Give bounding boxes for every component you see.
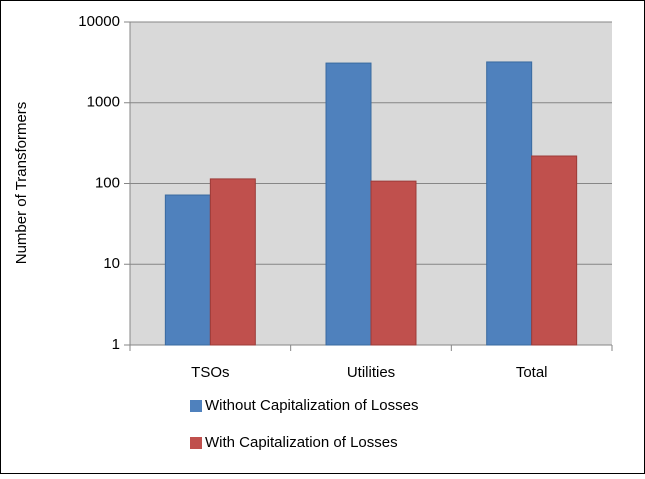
legend-swatch xyxy=(190,400,202,412)
legend-label: Without Capitalization of Losses xyxy=(205,397,418,414)
legend-swatch xyxy=(190,437,202,449)
bar xyxy=(325,62,372,346)
bar xyxy=(164,194,211,346)
y-tick-label: 1000 xyxy=(87,94,120,111)
y-tick-label: 1 xyxy=(112,336,120,353)
y-tick-label: 100 xyxy=(95,174,120,191)
bar xyxy=(209,178,256,346)
y-axis-title: Number of Transformers xyxy=(13,102,30,265)
bar xyxy=(370,180,417,346)
legend-label: With Capitalization of Losses xyxy=(205,434,398,451)
y-tick-label: 10000 xyxy=(78,13,120,30)
x-tick-label: TSOs xyxy=(191,364,229,381)
bar xyxy=(486,61,533,346)
bar xyxy=(531,155,578,346)
x-tick-label: Utilities xyxy=(347,364,395,381)
x-tick-label: Total xyxy=(516,364,548,381)
y-tick-label: 10 xyxy=(103,255,120,272)
